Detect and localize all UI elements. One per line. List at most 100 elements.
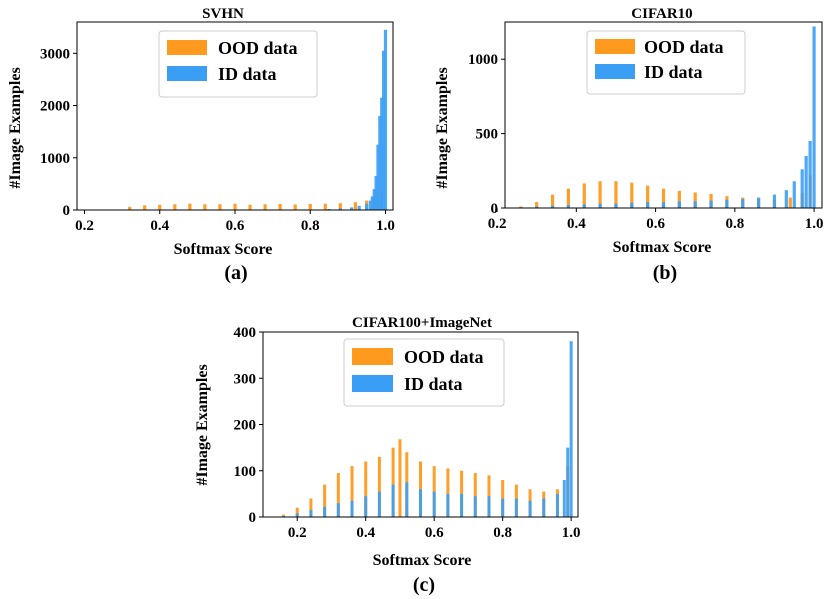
bar-ood: [519, 206, 523, 208]
y-axis-label: #Image Examples: [434, 67, 451, 188]
bar-ood: [598, 181, 602, 208]
bar-id: [378, 116, 382, 210]
bar-id: [646, 202, 650, 208]
bar-ood: [535, 202, 539, 208]
bar-ood: [566, 188, 570, 208]
bar-ood: [473, 473, 477, 517]
y-tick-label: 300: [234, 371, 257, 387]
bar-ood: [263, 204, 267, 210]
x-tick-label: 0.4: [356, 525, 375, 541]
bar-id: [566, 205, 570, 208]
bar-id: [562, 480, 566, 517]
bar-ood: [293, 204, 297, 210]
x-axis-label: Softmax Score: [174, 241, 273, 258]
bar-id: [350, 207, 354, 210]
bar-ood: [661, 188, 666, 208]
bar-ood: [143, 205, 147, 210]
bar-ood: [614, 181, 618, 208]
x-tick-label: 1.0: [805, 216, 824, 232]
x-axis-label: Softmax Score: [613, 239, 712, 256]
bar-ood: [218, 204, 222, 210]
bar-ood: [323, 203, 327, 210]
x-tick-label: 1.0: [376, 218, 395, 234]
y-tick-label: 400: [234, 325, 257, 341]
bar-id: [542, 498, 546, 517]
bar-ood: [646, 185, 650, 208]
plot-frame: [504, 21, 823, 209]
bar-ood: [158, 204, 162, 210]
bar-id: [630, 202, 634, 208]
bar-id: [380, 97, 384, 210]
bar-id: [757, 197, 761, 208]
bar-id: [598, 203, 602, 208]
bar-id: [383, 29, 388, 210]
y-tick-label: 500: [476, 127, 499, 143]
bar-id: [376, 144, 380, 210]
legend-label-ood: OOD data: [644, 37, 724, 57]
y-axis-label: #Image Examples: [194, 364, 211, 485]
bar-ood: [338, 203, 342, 210]
bar-id: [365, 203, 369, 210]
y-tick-label: 0: [491, 201, 499, 217]
bar-ood: [353, 202, 357, 210]
bar-id: [535, 206, 539, 208]
y-tick-label: 3000: [40, 46, 70, 62]
bar-id: [709, 200, 713, 208]
panel-caption: (b): [653, 262, 677, 284]
y-tick-label: 200: [234, 418, 257, 434]
legend: OOD data ID data: [158, 30, 318, 98]
x-tick-label: 1.0: [562, 525, 581, 541]
x-tick-label: 0.4: [150, 218, 169, 234]
legend: OOD data ID data: [586, 30, 746, 95]
bar-id: [741, 199, 745, 208]
bar-ood: [295, 507, 299, 517]
panel-cifar100-imagenet: 0.2 0.4 0.6 0.8 1.0 0 100 200 300 400 CIFAR100+Im…: [194, 315, 581, 596]
y-tick-label: 2000: [40, 99, 70, 115]
chart-title: CIFAR10: [631, 6, 692, 22]
legend-label-id: ID data: [404, 374, 463, 394]
legend-swatch-ood: [167, 40, 207, 55]
bar-id: [772, 194, 777, 208]
bar-ood: [308, 203, 312, 210]
plot-area: 0.2 0.4 0.6 0.8 1.0 0 500 1000: [468, 21, 824, 232]
bar-ood: [391, 447, 395, 518]
bar-ood: [248, 204, 252, 210]
bar-id: [446, 493, 450, 518]
bar-ood: [203, 204, 207, 210]
bar-id: [582, 204, 586, 208]
legend-swatch-ood: [352, 348, 393, 365]
bar-id: [784, 190, 788, 208]
x-tick-label: 0.4: [567, 216, 586, 232]
y-tick-label: 0: [63, 203, 71, 219]
panel-caption: (c): [413, 574, 435, 596]
x-tick-label: 0.6: [226, 218, 245, 234]
x-tick-label: 0.2: [288, 525, 307, 541]
bar-id: [804, 155, 808, 208]
y-tick-label: 1000: [468, 52, 498, 68]
legend-label-id: ID data: [218, 64, 277, 84]
bar-id: [368, 200, 373, 210]
y-tick-label: 0: [249, 510, 257, 526]
legend-swatch-id: [352, 375, 393, 392]
bar-id: [377, 491, 381, 517]
bar-id: [364, 496, 368, 517]
bar-id: [405, 482, 409, 517]
y-tick-label: 100: [234, 464, 257, 480]
bar-ood: [630, 182, 634, 208]
bar-id: [391, 484, 395, 518]
bar-id: [419, 489, 422, 517]
bar-ood: [336, 473, 340, 517]
plot-area: 0.2 0.4 0.6 0.8 1.0 0 100 200 300 400: [234, 325, 581, 541]
bar-id: [569, 341, 573, 517]
panel-caption: (a): [224, 262, 247, 284]
panel-cifar10: 0.2 0.4 0.6 0.8 1.0 0 500 1000 CIFAR10 #Image E…: [434, 6, 823, 284]
panel-svhn: 0.2 0.4 0.6 0.8 1.0 0 1000 2000 3000 SVHN #Image…: [7, 6, 395, 284]
x-tick-label: 0.2: [75, 218, 94, 234]
bar-ood: [550, 194, 555, 208]
bar-id: [812, 26, 816, 209]
bar-ood: [173, 204, 177, 210]
x-tick-label: 0.6: [425, 525, 444, 541]
x-axis-label: Softmax Score: [373, 552, 472, 569]
bar-ood: [446, 468, 450, 517]
bar-id: [338, 208, 342, 210]
